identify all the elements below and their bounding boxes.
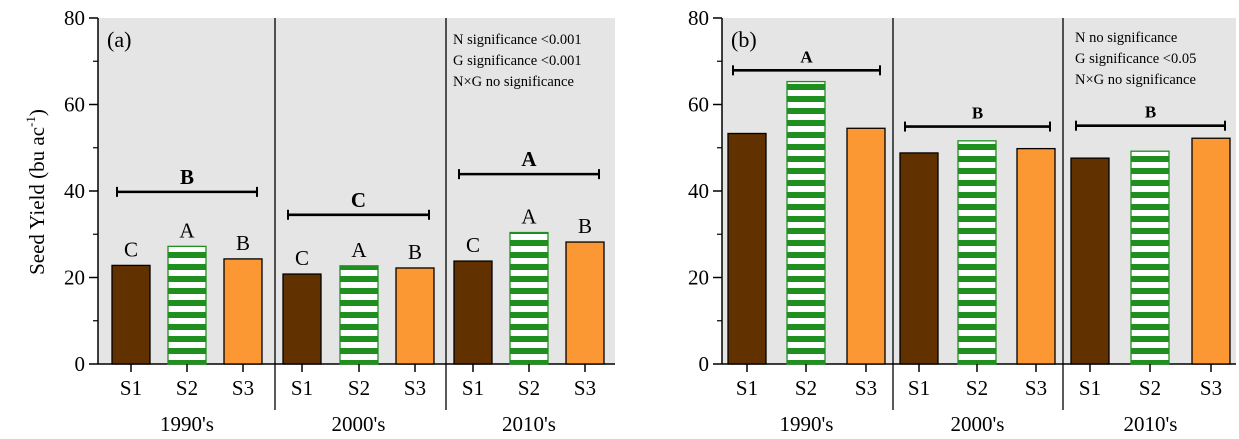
- x-tick-label: S1: [908, 376, 930, 400]
- group-significance-letter: C: [351, 188, 366, 212]
- panel-label: (a): [107, 27, 131, 52]
- panel-a: 0 20 40 60 80 C S1 A S2 B S3 B 1990's C S1 A S2 B S3 C 2000'…: [64, 6, 615, 436]
- significance-note: G significance <0.05: [1075, 51, 1196, 67]
- bar-s2: [339, 265, 379, 365]
- x-tick-label: S2: [518, 376, 540, 400]
- bar-significance-letter: A: [179, 218, 195, 242]
- x-tick-label: S2: [1139, 376, 1161, 400]
- group-label: 2010's: [1124, 412, 1178, 436]
- x-tick-label: S3: [1025, 376, 1047, 400]
- bar-s2: [786, 80, 826, 365]
- x-tick-label: S3: [404, 376, 426, 400]
- group-significance-letter: B: [1145, 103, 1156, 122]
- x-tick-label: S3: [574, 376, 596, 400]
- x-tick-label: S1: [120, 376, 142, 400]
- group-label: 1990's: [160, 412, 214, 436]
- x-tick-label: S3: [232, 376, 254, 400]
- x-tick-label: S2: [795, 376, 817, 400]
- x-tick-label: S1: [736, 376, 758, 400]
- bar-significance-letter: B: [408, 240, 422, 264]
- bar-significance-letter: A: [351, 238, 367, 262]
- y-tick-label: 80: [688, 6, 709, 30]
- bar-significance-letter: A: [521, 205, 537, 229]
- bar-significance-letter: C: [295, 246, 309, 270]
- significance-note: G significance <0.001: [453, 53, 582, 69]
- bar-s1: [111, 264, 151, 365]
- significance-note: N×G no significance: [1075, 72, 1196, 88]
- group-label: 2000's: [951, 412, 1005, 436]
- x-tick-label: S2: [176, 376, 198, 400]
- bar-s2: [509, 231, 549, 365]
- bar-s3: [1191, 137, 1231, 365]
- bar-s3: [395, 267, 435, 365]
- bar-s1: [1070, 157, 1110, 365]
- bar-s2: [167, 245, 207, 365]
- bar-significance-letter: C: [466, 233, 480, 257]
- bar-s3: [565, 241, 605, 365]
- y-tick-label: 20: [688, 266, 709, 290]
- group-label: 1990's: [780, 412, 834, 436]
- bar-s1: [453, 260, 493, 365]
- x-tick-label: S1: [1079, 376, 1101, 400]
- bar-s3: [223, 258, 263, 365]
- bar-significance-letter: B: [236, 231, 250, 255]
- y-tick-label: 80: [64, 6, 85, 30]
- panel-label: (b): [731, 27, 757, 52]
- x-tick-label: S2: [348, 376, 370, 400]
- x-tick-label: S3: [855, 376, 877, 400]
- y-tick-label: 40: [64, 179, 85, 203]
- significance-note: N no significance: [1075, 30, 1177, 46]
- x-tick-label: S3: [1200, 376, 1222, 400]
- panel-b: 0 20 40 60 80 S1 S2 S3 A 1990's S1 S2 S3 B 2000's S1 S2 S…: [688, 6, 1236, 436]
- x-tick-label: S2: [966, 376, 988, 400]
- bar-s3: [846, 127, 886, 365]
- significance-note: N×G no significance: [453, 74, 574, 90]
- group-significance-letter: B: [180, 165, 194, 189]
- bar-s3: [1016, 147, 1056, 365]
- y-tick-label: 0: [75, 352, 86, 376]
- bar-s1: [899, 152, 939, 365]
- group-significance-letter: A: [521, 147, 537, 171]
- bar-significance-letter: C: [124, 237, 138, 261]
- y-tick-label: 0: [699, 352, 710, 376]
- y-tick-label: 60: [688, 93, 709, 117]
- y-tick-label: 60: [64, 93, 85, 117]
- group-significance-letter: A: [800, 47, 813, 66]
- group-label: 2000's: [332, 412, 386, 436]
- y-axis-label: Seed Yield (bu ac-1): [23, 109, 49, 275]
- y-tick-label: 20: [64, 266, 85, 290]
- group-significance-letter: B: [972, 104, 983, 123]
- bar-significance-letter: B: [578, 214, 592, 238]
- y-tick-label: 40: [688, 179, 709, 203]
- bar-s2: [1130, 150, 1170, 365]
- bar-s2: [957, 140, 997, 365]
- bar-s1: [282, 273, 322, 365]
- group-label: 2010's: [502, 412, 556, 436]
- bar-s1: [727, 132, 767, 365]
- x-tick-label: S1: [291, 376, 313, 400]
- significance-note: N significance <0.001: [453, 32, 582, 48]
- x-tick-label: S1: [462, 376, 484, 400]
